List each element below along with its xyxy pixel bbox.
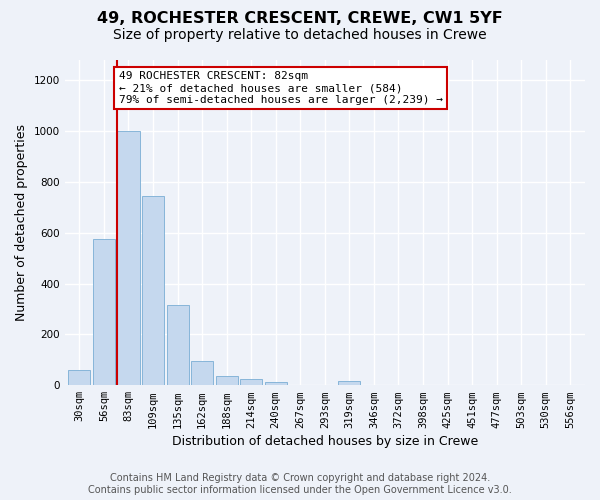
Text: 49 ROCHESTER CRESCENT: 82sqm
← 21% of detached houses are smaller (584)
79% of s: 49 ROCHESTER CRESCENT: 82sqm ← 21% of de… (119, 72, 443, 104)
Bar (118, 131, 140, 385)
Bar (93, 239, 115, 385)
X-axis label: Distribution of detached houses by size in Crewe: Distribution of detached houses by size … (172, 434, 478, 448)
Y-axis label: Number of detached properties: Number of detached properties (15, 124, 28, 321)
Text: Size of property relative to detached houses in Crewe: Size of property relative to detached ho… (113, 28, 487, 42)
Text: Contains HM Land Registry data © Crown copyright and database right 2024.
Contai: Contains HM Land Registry data © Crown c… (88, 474, 512, 495)
Bar (215, 376, 238, 385)
Bar (191, 361, 213, 385)
Bar (265, 382, 287, 385)
Bar (338, 382, 361, 385)
Bar (68, 370, 91, 385)
Text: 49, ROCHESTER CRESCENT, CREWE, CW1 5YF: 49, ROCHESTER CRESCENT, CREWE, CW1 5YF (97, 11, 503, 26)
Bar (240, 380, 262, 385)
Bar (167, 305, 188, 385)
Bar (142, 196, 164, 385)
